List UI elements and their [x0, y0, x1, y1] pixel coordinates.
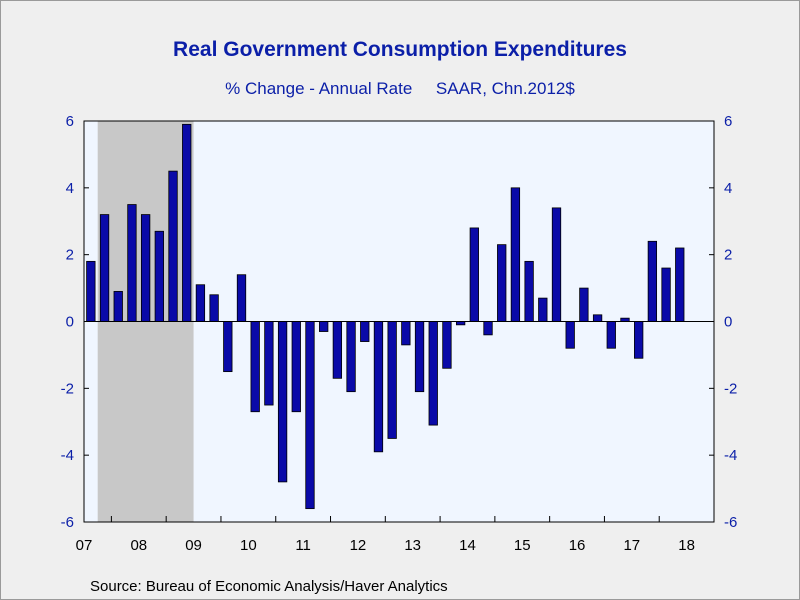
- bar: [223, 321, 233, 373]
- bar: [264, 321, 274, 406]
- bar: [319, 321, 329, 332]
- y-tick-label: -4: [724, 447, 737, 464]
- bar: [291, 321, 301, 413]
- bar: [455, 321, 466, 326]
- bar: [154, 230, 164, 322]
- bar: [99, 214, 110, 322]
- bar: [510, 187, 521, 322]
- bar: [647, 240, 658, 322]
- chart-subtitle: % Change - Annual Rate SAAR, Chn.2012$: [0, 79, 800, 99]
- bar: [332, 321, 343, 379]
- y-tick-label: -6: [724, 514, 737, 531]
- bar: [182, 123, 192, 322]
- x-tick-label: 17: [623, 537, 640, 554]
- x-tick-label: 13: [404, 537, 421, 554]
- x-tick-label: 07: [76, 537, 93, 554]
- y-tick-label: 4: [724, 180, 732, 197]
- bar: [497, 244, 507, 322]
- y-tick-label: -2: [61, 380, 74, 397]
- y-tick-label: -6: [61, 514, 74, 531]
- bar: [168, 170, 178, 322]
- y-tick-label: 2: [66, 247, 74, 264]
- bar: [442, 321, 452, 369]
- x-tick-label: 14: [459, 537, 476, 554]
- y-tick-label: -4: [61, 447, 74, 464]
- y-tick-label: 0: [724, 314, 732, 331]
- bar: [86, 260, 96, 322]
- bar: [551, 207, 562, 322]
- x-tick-label: 16: [569, 537, 586, 554]
- bar: [579, 287, 589, 322]
- bar: [113, 291, 123, 322]
- bar: [469, 227, 479, 322]
- x-tick-label: 15: [514, 537, 531, 554]
- x-axis: 07 08 09 10 11 12 13 14 15 16 17 18: [76, 516, 695, 554]
- bar: [236, 274, 247, 322]
- bar: [305, 321, 315, 510]
- bar: [401, 321, 411, 346]
- bar: [634, 321, 644, 359]
- x-tick-label: 09: [185, 537, 202, 554]
- y-axis-left: -6 -4 -2 0 2 4 6: [61, 113, 89, 531]
- bar: [387, 321, 397, 439]
- x-tick-label: 08: [130, 537, 147, 554]
- bar: [346, 321, 356, 393]
- source-note: Source: Bureau of Economic Analysis/Have…: [90, 578, 448, 595]
- bar: [250, 321, 260, 413]
- bar: [373, 321, 384, 453]
- y-tick-label: 6: [66, 113, 74, 130]
- bar: [140, 214, 151, 322]
- bar: [360, 321, 370, 342]
- bar: [675, 247, 685, 322]
- subtitle-units: SAAR, Chn.2012$: [435, 79, 575, 98]
- bar: [414, 321, 425, 393]
- y-tick-label: 0: [66, 314, 74, 331]
- bar: [592, 314, 603, 322]
- bar: [565, 321, 575, 349]
- bar: [524, 260, 534, 322]
- y-tick-label: 2: [724, 247, 732, 264]
- subtitle-measure: % Change - Annual Rate: [225, 79, 413, 98]
- bar: [209, 294, 219, 322]
- bar: [195, 284, 206, 322]
- bar: [277, 321, 288, 483]
- y-tick-label: -2: [724, 380, 737, 397]
- x-tick-label: 11: [295, 537, 311, 554]
- bar: [538, 297, 548, 322]
- y-tick-label: 6: [724, 113, 732, 130]
- x-tick-label: 18: [678, 537, 695, 554]
- y-axis-right: -6 -4 -2 0 2 4 6: [709, 113, 737, 531]
- y-tick-label: 4: [66, 180, 74, 197]
- x-tick-label: 10: [240, 537, 257, 554]
- bar: [606, 321, 616, 349]
- bar: [620, 317, 630, 322]
- x-tick-label: 12: [350, 537, 367, 554]
- chart-title: Real Government Consumption Expenditures: [173, 38, 627, 61]
- bar: [483, 321, 493, 336]
- bar: [428, 321, 438, 426]
- bar: [661, 267, 671, 322]
- bar-series: [86, 123, 685, 510]
- bar: [127, 204, 137, 322]
